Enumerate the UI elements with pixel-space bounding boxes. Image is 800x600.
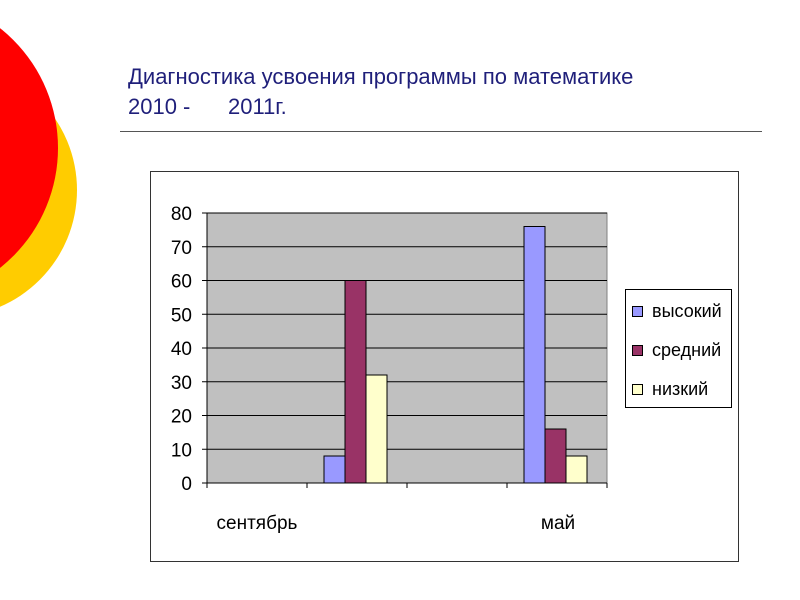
- x-category-label: май: [541, 513, 575, 534]
- legend-label-medium: средний: [652, 339, 722, 360]
- y-tick-label: 60: [171, 272, 192, 293]
- red-circle: [0, 28, 58, 268]
- y-tick-label: 70: [171, 238, 192, 259]
- bar: [365, 374, 388, 484]
- page-title: Диагностика усвоения программы по матема…: [128, 62, 633, 122]
- legend-swatch-low: [632, 383, 643, 395]
- bar: [565, 455, 588, 484]
- legend-swatch-medium: [632, 344, 643, 356]
- legend-item-high: высокий: [632, 300, 722, 322]
- title-line-2-start: 2010 -: [128, 94, 191, 119]
- decorative-circles: [0, 28, 77, 307]
- legend-label-high: высокий: [652, 300, 722, 321]
- title-line-1: Диагностика усвоения программы по матема…: [128, 64, 634, 89]
- y-tick-label: 30: [171, 373, 192, 394]
- legend-swatch-high: [632, 305, 643, 317]
- y-tick-label: 20: [171, 407, 192, 428]
- bar: [523, 226, 546, 484]
- bar: [344, 280, 367, 484]
- bar: [323, 455, 346, 484]
- y-tick-label: 40: [171, 339, 192, 360]
- y-tick-label: 80: [171, 204, 192, 225]
- title-line-2-end: 2011г.: [228, 94, 287, 119]
- y-tick-label: 50: [171, 305, 192, 326]
- legend-item-low: низкий: [632, 378, 708, 400]
- legend-label-low: низкий: [652, 378, 709, 399]
- bar: [544, 428, 567, 484]
- title-divider: [120, 131, 762, 132]
- x-category-label: сентябрь: [217, 513, 298, 534]
- legend-item-medium: средний: [632, 339, 721, 361]
- y-tick-label: 0: [181, 474, 192, 495]
- chart-legend: высокий средний низкий: [625, 289, 732, 408]
- y-tick-label: 10: [171, 440, 192, 461]
